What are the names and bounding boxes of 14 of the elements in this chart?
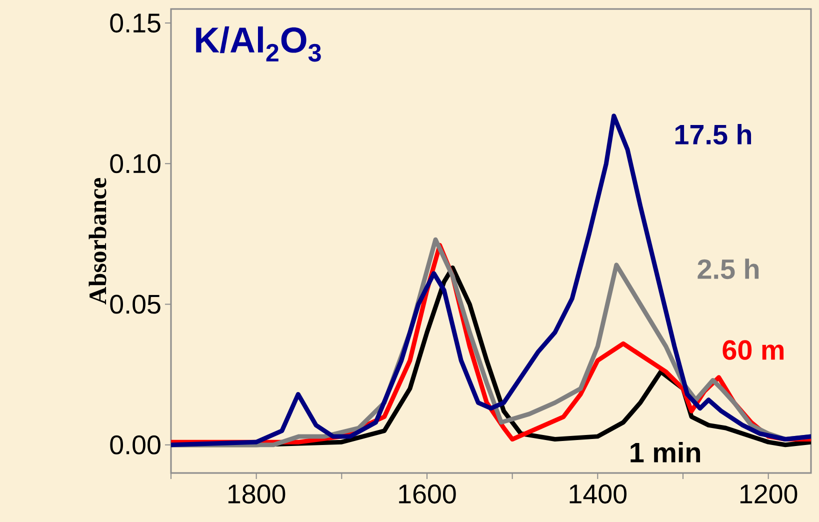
series-label: 17.5 h — [675, 124, 752, 145]
x-tick-label: 1400 — [570, 484, 627, 504]
y-tick-label: 0.05 — [110, 294, 160, 314]
text: 2.5 h — [698, 258, 759, 280]
x-tick-label: 1600 — [399, 484, 456, 504]
series-label: 60 m — [722, 340, 784, 360]
series-label: 1 min — [630, 442, 700, 462]
x-tick-label: 1800 — [228, 484, 286, 504]
y-tick-label: 0.15 — [110, 14, 160, 33]
y-tick-label: 0.00 — [110, 435, 160, 454]
y-tick-label: 0.10 — [110, 154, 160, 174]
annotation: K/Al$_{2}$O$_{3}$ — [196, 26, 321, 62]
x-tick-label: 1200 — [740, 484, 798, 504]
y-axis-title: Absorbance — [88, 178, 106, 304]
